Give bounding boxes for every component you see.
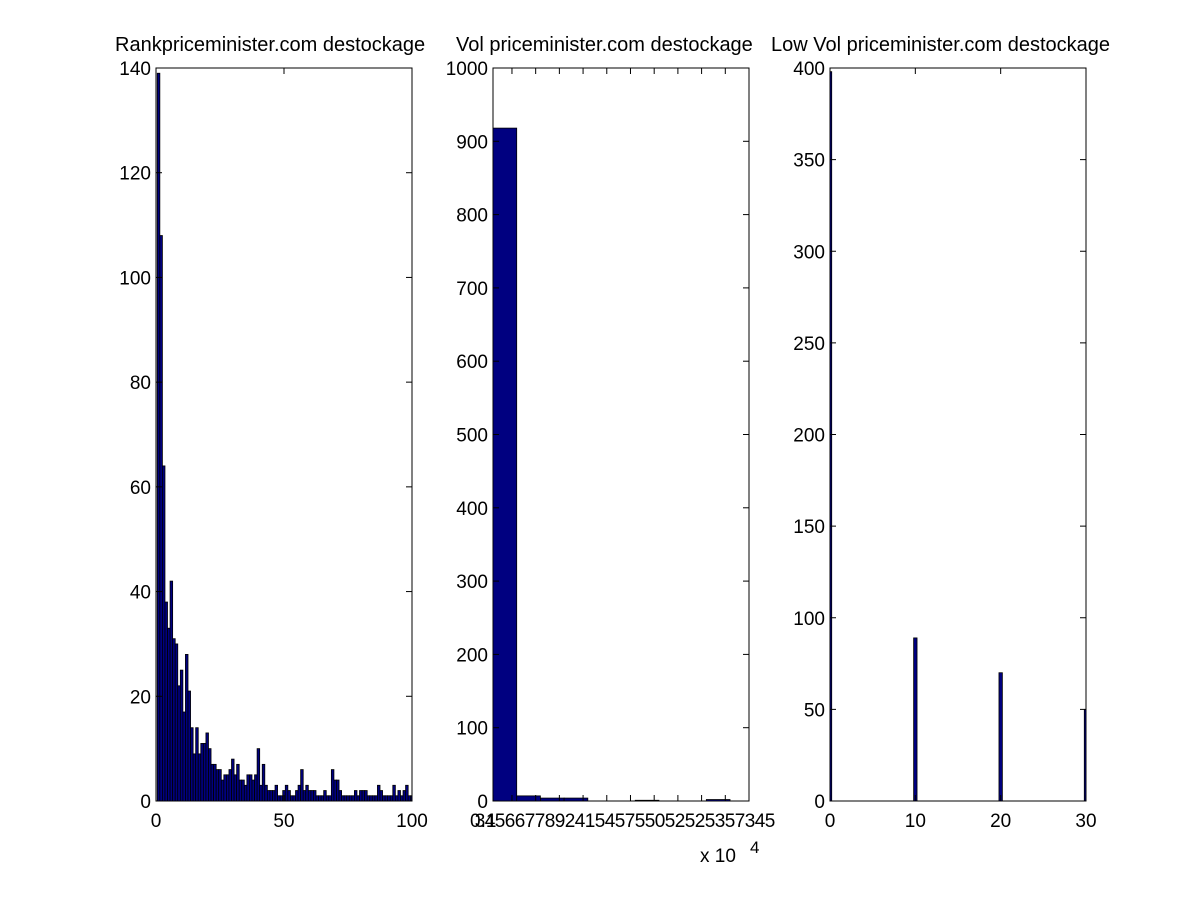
x-tick-label: 4 [575, 811, 586, 832]
x-tick-label: 5 [615, 811, 626, 832]
x-tick-label: 0 [655, 811, 666, 832]
x-tick-label: 100 [396, 811, 428, 832]
rank-histogram-panel: 0 20 40 60 80 100 120 140 0 50 100 Rankpriceminist… [115, 34, 428, 832]
x-tick-label: 5 [765, 811, 776, 832]
x-tick-label: 1 [585, 811, 596, 832]
y-tick-label: 1000 [446, 59, 488, 80]
histogram-bar [563, 797, 589, 802]
y-tick-label: 300 [456, 572, 488, 593]
histogram-bar [492, 127, 518, 802]
y-tick-label: 60 [130, 478, 151, 499]
x-tick-label: 7 [535, 811, 546, 832]
rank-bars [156, 72, 413, 802]
x-tick-label: 3 [745, 811, 756, 832]
x-tick-label: 3 [475, 811, 486, 832]
volume-chart-title: Vol priceminister.com destockage [456, 34, 753, 56]
x-tick-label: 4 [755, 811, 766, 832]
rank-plot-area [155, 67, 413, 802]
x-tick-label: 10 [905, 811, 926, 832]
histogram-bar [634, 799, 660, 802]
y-tick-label: 250 [793, 334, 825, 355]
y-tick-label: 350 [793, 151, 825, 172]
volume-x-exponent-label: x 10 [700, 846, 736, 867]
y-tick-label: 80 [130, 373, 151, 394]
x-tick-label: 20 [990, 811, 1011, 832]
x-tick-label: 6 [515, 811, 526, 832]
low-volume-ticks: 0 50 100 150 200 250 300 350 400 0 10 20 30 [793, 59, 1096, 832]
histogram-bar [261, 763, 266, 802]
volume-plot-area [492, 67, 750, 802]
histogram-bar [274, 784, 279, 802]
y-tick-label: 100 [793, 609, 825, 630]
histogram-bar [829, 71, 833, 802]
y-tick-label: 600 [456, 352, 488, 373]
histogram-bar [540, 797, 565, 802]
volume-bars [492, 127, 731, 802]
y-tick-label: 150 [793, 517, 825, 538]
x-tick-label: 0 [151, 811, 162, 832]
x-tick-label: 4 [605, 811, 616, 832]
x-tick-label: 50 [273, 811, 294, 832]
histogram-bar [705, 799, 731, 802]
x-tick-label: 9 [555, 811, 566, 832]
histogram-bar [256, 748, 261, 802]
low-volume-chart-title: Low Vol priceminister.com destockage [771, 34, 1110, 56]
histogram-bar [300, 769, 304, 802]
histogram-bar [998, 672, 1003, 802]
x-tick-label: 3 [715, 811, 726, 832]
x-tick-label: 7 [625, 811, 636, 832]
y-tick-label: 800 [456, 206, 488, 227]
y-tick-label: 400 [793, 59, 825, 80]
y-tick-label: 140 [119, 59, 151, 80]
y-tick-label: 20 [130, 687, 151, 708]
histogram-bar [1083, 708, 1087, 802]
y-tick-label: 50 [804, 700, 825, 721]
y-tick-label: 300 [793, 242, 825, 263]
x-tick-label: 2 [695, 811, 706, 832]
x-tick-label: 0.1 [470, 811, 496, 832]
x-tick-label: 4 [485, 811, 496, 832]
histogram-bar [516, 795, 541, 802]
x-tick-label: 5 [685, 811, 696, 832]
histogram-bar [392, 784, 396, 802]
x-tick-label: 5 [705, 811, 716, 832]
y-tick-label: 100 [456, 719, 488, 740]
x-tick-label: 5 [725, 811, 736, 832]
rank-ticks: 0 20 40 60 80 100 120 140 0 50 100 [119, 59, 428, 832]
x-tick-label: 30 [1075, 811, 1096, 832]
y-tick-label: 40 [130, 583, 151, 604]
x-tick-label: 5 [645, 811, 656, 832]
x-tick-label: 5 [635, 811, 646, 832]
low-volume-plot-area [829, 67, 1087, 802]
low-volume-histogram-panel: 0 50 100 150 200 250 300 350 400 0 10 20 30 Low Vol … [771, 34, 1110, 832]
y-tick-label: 0 [140, 792, 151, 813]
x-tick-label: 5 [595, 811, 606, 832]
y-tick-label: 400 [456, 499, 488, 520]
y-tick-label: 0 [477, 792, 488, 813]
x-tick-label: 0 [825, 811, 836, 832]
histogram-bar [913, 637, 918, 802]
x-tick-label: 6 [505, 811, 516, 832]
y-tick-label: 0 [814, 792, 825, 813]
volume-x-exponent-power: 4 [750, 838, 759, 857]
x-tick-label: 8 [545, 811, 556, 832]
x-tick-label: 2 [675, 811, 686, 832]
y-tick-label: 700 [456, 279, 488, 300]
y-tick-label: 500 [456, 426, 488, 447]
y-tick-label: 900 [456, 132, 488, 153]
y-tick-label: 200 [456, 645, 488, 666]
y-tick-label: 200 [793, 426, 825, 447]
x-tick-label: 5 [665, 811, 676, 832]
x-tick-label: 2 [565, 811, 576, 832]
y-tick-label: 120 [119, 164, 151, 185]
y-tick-label: 100 [119, 268, 151, 289]
x-tick-label: 5 [495, 811, 506, 832]
x-tick-label: 7 [525, 811, 536, 832]
rank-chart-title: Rankpriceminister.com destockage [115, 34, 425, 56]
x-tick-label: 7 [735, 811, 746, 832]
